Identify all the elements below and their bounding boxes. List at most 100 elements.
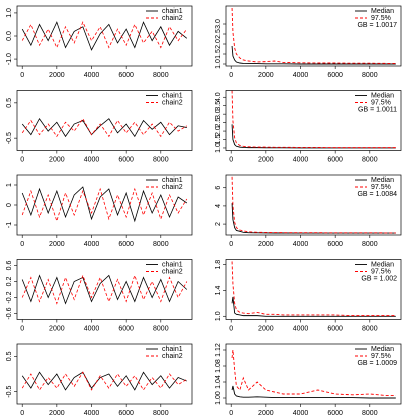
- y-tick-label: 2.5: [215, 29, 222, 39]
- y-tick-label: 1.00: [215, 391, 222, 405]
- x-tick-label: 8000: [153, 325, 169, 332]
- series-line: [231, 7, 396, 64]
- legend-label: Median: [371, 346, 394, 353]
- legend-label: chain1: [162, 346, 183, 353]
- series-line: [21, 117, 188, 138]
- y-tick-label: 1.08: [215, 359, 222, 373]
- x-tick-label: 6000: [327, 325, 343, 332]
- y-tick-label: 0.5: [6, 351, 13, 361]
- annotation: GB = 1.0011: [358, 106, 397, 113]
- x-tick-label: 2000: [49, 156, 65, 163]
- legend-label: 97.5%: [371, 184, 391, 191]
- plot-frame: [225, 90, 402, 151]
- legend-label: Median: [371, 261, 394, 268]
- x-tick-label: 0: [229, 156, 233, 163]
- x-tick-label: 2000: [49, 325, 65, 332]
- x-tick-label: 2000: [258, 241, 274, 248]
- y-tick-label: 1.0: [215, 59, 222, 69]
- annotation: GB = 1.0084: [357, 191, 397, 198]
- x-tick-label: 0: [20, 241, 24, 248]
- legend-label: chain2: [162, 184, 183, 191]
- legend-label: 97.5%: [371, 15, 391, 22]
- legend-label: Median: [371, 177, 394, 184]
- series-line: [231, 296, 396, 317]
- x-tick-label: 6000: [118, 325, 134, 332]
- series-line: [231, 90, 396, 149]
- y-tick-label: 3.0: [215, 19, 222, 29]
- y-tick-label: -1: [6, 222, 13, 228]
- x-tick-label: 6000: [118, 241, 134, 248]
- y-tick-label: -1.0: [6, 53, 13, 65]
- y-tick-label: -0.5: [6, 386, 13, 398]
- series-line: [231, 261, 396, 317]
- y-tick-label: 0.6: [6, 261, 13, 271]
- series-line: [231, 124, 396, 149]
- y-tick-label: 4: [215, 204, 222, 208]
- x-tick-label: 4000: [293, 325, 309, 332]
- x-tick-label: 4000: [293, 72, 309, 79]
- x-tick-label: 6000: [327, 241, 343, 248]
- plot-frame: [225, 5, 402, 67]
- x-tick-label: 8000: [362, 241, 378, 248]
- x-tick-label: 2000: [49, 410, 65, 417]
- legend-label: 97.5%: [371, 353, 391, 360]
- series-line: [231, 45, 396, 65]
- x-tick-label: 4000: [293, 156, 309, 163]
- legend-label: chain1: [162, 92, 183, 99]
- series-line: [231, 349, 396, 397]
- series-line: [21, 371, 188, 391]
- y-tick-label: 2: [215, 222, 222, 226]
- y-tick-label: 1.4: [215, 285, 222, 295]
- legend-label: chain1: [162, 8, 183, 15]
- x-tick-label: 2000: [258, 325, 274, 332]
- legend-label: chain1: [162, 261, 183, 268]
- legend-label: Median: [371, 92, 394, 99]
- y-tick-label: 1.5: [215, 49, 222, 59]
- series-line: [231, 176, 396, 234]
- x-tick-label: 8000: [362, 410, 378, 417]
- legend-label: Median: [371, 8, 394, 15]
- x-tick-label: 6000: [118, 156, 134, 163]
- series-line: [21, 274, 188, 305]
- plot-frame: [16, 259, 193, 320]
- legend-label: chain2: [162, 15, 183, 22]
- legend-label: 97.5%: [371, 268, 391, 275]
- y-tick-label: 1.0: [215, 143, 222, 153]
- x-tick-label: 0: [20, 325, 24, 332]
- annotation: GB = 1.0017: [357, 22, 397, 29]
- x-tick-label: 6000: [118, 410, 134, 417]
- series-line: [21, 274, 188, 305]
- y-tick-label: 6: [215, 186, 222, 190]
- series-line: [21, 21, 188, 49]
- x-tick-label: 8000: [362, 72, 378, 79]
- x-tick-label: 0: [20, 410, 24, 417]
- x-tick-label: 8000: [153, 72, 169, 79]
- y-tick-label: 1.12: [215, 343, 222, 357]
- x-tick-label: 8000: [362, 325, 378, 332]
- y-tick-label: 1.5: [215, 135, 222, 145]
- y-tick-label: 1.0: [6, 8, 13, 18]
- annotation: GB = 1.002: [361, 275, 397, 282]
- y-tick-label: 1.8: [215, 260, 222, 270]
- x-tick-label: 6000: [327, 156, 343, 163]
- x-tick-label: 4000: [293, 241, 309, 248]
- x-tick-label: 8000: [153, 241, 169, 248]
- x-tick-label: 2000: [49, 241, 65, 248]
- x-tick-label: 0: [229, 241, 233, 248]
- x-tick-label: 4000: [84, 241, 100, 248]
- x-tick-label: 6000: [327, 72, 343, 79]
- y-tick-label: 3.0: [215, 109, 222, 119]
- series-line: [231, 385, 396, 399]
- x-tick-label: 0: [20, 156, 24, 163]
- plot-frame: [225, 343, 402, 405]
- x-tick-label: 4000: [84, 72, 100, 79]
- y-tick-label: 2.0: [215, 126, 222, 136]
- legend-label: chain1: [162, 177, 183, 184]
- x-tick-label: 4000: [84, 410, 100, 417]
- y-tick-label: 0.0: [6, 31, 13, 41]
- y-tick-label: 2.0: [215, 39, 222, 49]
- series-line: [21, 371, 187, 391]
- x-tick-label: 0: [20, 72, 24, 79]
- series-line: [231, 203, 396, 234]
